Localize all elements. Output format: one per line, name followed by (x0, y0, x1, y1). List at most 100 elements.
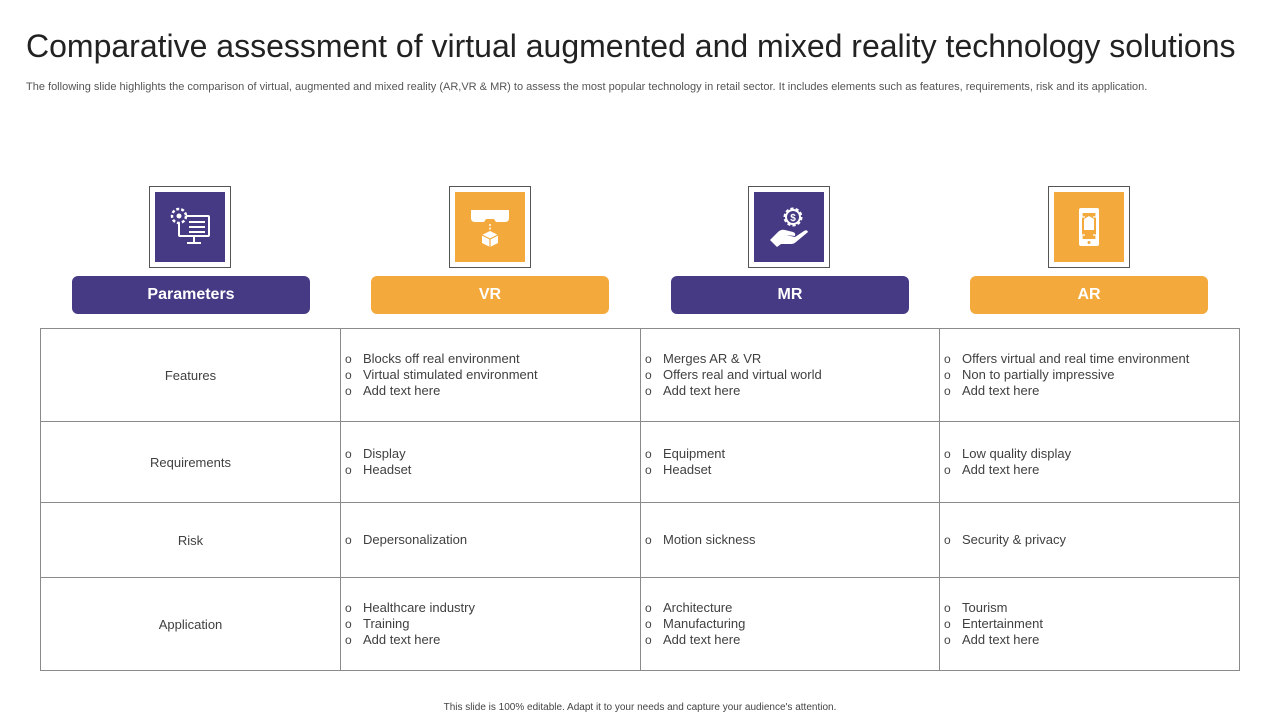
monitor-settings-icon (170, 207, 210, 244)
bullet-marker: o (345, 633, 352, 647)
list-item: o Add text here (944, 632, 1239, 648)
comparison-table: Features o Blocks off real environment o Vi… (40, 328, 1240, 671)
vr-headset-icon (471, 210, 509, 247)
list-item: o Add text here (944, 462, 1239, 478)
list-item-text: Non to partially impressive (962, 367, 1115, 382)
list-item-text: Training (363, 616, 410, 631)
list-item-text: Equipment (663, 446, 726, 461)
list-item-text: Add text here (663, 383, 741, 398)
bullet-marker: o (645, 463, 652, 477)
bullet-marker: o (944, 533, 951, 547)
bullet-marker: o (345, 352, 352, 366)
bullet-marker: o (345, 533, 352, 547)
ar-features-cell: o Offers virtual and real time environmen… (939, 328, 1240, 422)
list-item: o Headset (645, 462, 939, 478)
list-item-text: Healthcare industry (363, 600, 475, 615)
list-item: o Virtual stimulated environment (345, 367, 640, 383)
bullet-marker: o (645, 447, 652, 461)
table-row-application: Application o Healthcare industry o Trainin… (40, 577, 1240, 671)
mobile-ar-icon (1079, 208, 1099, 246)
column-header-ar: AR (970, 276, 1208, 314)
list-item-text: Add text here (363, 383, 441, 398)
list-item: o Add text here (345, 383, 640, 399)
mr-features-cell: o Merges AR & VR o Offers real and virtual … (640, 328, 940, 422)
vr-icon-tile (449, 186, 531, 268)
bullet-marker: o (645, 368, 652, 382)
list-item: o Training (345, 616, 640, 632)
param-application: Application (40, 577, 341, 671)
bullet-marker: o (645, 533, 652, 547)
list-item-text: Add text here (962, 383, 1040, 398)
vr-features-cell: o Blocks off real environment o Virtual sti… (340, 328, 641, 422)
page-subtitle: The following slide highlights the compa… (26, 81, 1148, 93)
bullet-marker: o (345, 463, 352, 477)
vr-risk-cell: o Depersonalization (340, 502, 641, 578)
list-item: o Non to partially impressive (944, 367, 1239, 383)
list-item-text: Depersonalization (363, 532, 468, 547)
hand-dollar-icon: $ (770, 207, 808, 247)
list-item-text: Tourism (962, 600, 1008, 615)
column-header-vr: VR (371, 276, 609, 314)
list-item: o Healthcare industry (345, 600, 640, 616)
list-item-text: Headset (363, 462, 412, 477)
footer-note: This slide is 100% editable. Adapt it to… (443, 702, 837, 713)
page-title: Comparative assessment of virtual augmen… (26, 28, 1236, 64)
bullet-marker: o (645, 601, 652, 615)
bullet-marker: o (645, 384, 652, 398)
bullet-marker: o (645, 352, 652, 366)
list-item: o Tourism (944, 600, 1239, 616)
bullet-marker: o (944, 368, 951, 382)
column-header-parameters: Parameters (72, 276, 310, 314)
list-item: o Add text here (345, 632, 640, 648)
list-item-text: Virtual stimulated environment (363, 367, 538, 382)
param-risk: Risk (40, 502, 341, 578)
list-item: o Headset (345, 462, 640, 478)
vr-application-cell: o Healthcare industry o Training o Add text h… (340, 577, 641, 671)
vr-requirements-cell: o Display o Headset (340, 421, 641, 503)
bullet-marker: o (345, 601, 352, 615)
list-item-text: Blocks off real environment (363, 351, 520, 366)
parameters-icon-tile (149, 186, 231, 268)
bullet-marker: o (345, 447, 352, 461)
list-item: o Merges AR & VR (645, 351, 939, 367)
mr-icon-tile: $ (748, 186, 830, 268)
list-item: o Offers virtual and real time environmen… (944, 351, 1239, 367)
param-features: Features (40, 328, 341, 422)
list-item: o Add text here (645, 383, 939, 399)
list-item: o Security & privacy (944, 532, 1239, 548)
list-item: o Motion sickness (645, 532, 939, 548)
list-item-text: Add text here (663, 632, 741, 647)
list-item-text: Security & privacy (962, 532, 1067, 547)
svg-text:$: $ (790, 213, 796, 224)
bullet-marker: o (944, 352, 951, 366)
list-item: o Architecture (645, 600, 939, 616)
bullet-marker: o (944, 447, 951, 461)
table-row-features: Features o Blocks off real environment o Vi… (40, 328, 1240, 422)
bullet-marker: o (345, 384, 352, 398)
list-item: o Add text here (645, 632, 939, 648)
list-item: o Equipment (645, 446, 939, 462)
ar-risk-cell: o Security & privacy (939, 502, 1240, 578)
list-item: o Low quality display (944, 446, 1239, 462)
list-item: o Manufacturing (645, 616, 939, 632)
mr-requirements-cell: o Equipment o Headset (640, 421, 940, 503)
bullet-marker: o (345, 617, 352, 631)
bullet-marker: o (645, 633, 652, 647)
list-item: o Add text here (944, 383, 1239, 399)
list-item: o Display (345, 446, 640, 462)
list-item-text: Motion sickness (663, 532, 756, 547)
list-item-text: Offers real and virtual world (663, 367, 822, 382)
bullet-marker: o (944, 601, 951, 615)
ar-icon-tile (1048, 186, 1130, 268)
list-item-text: Architecture (663, 600, 733, 615)
bullet-marker: o (944, 633, 951, 647)
list-item-text: Add text here (962, 462, 1040, 477)
list-item-text: Offers virtual and real time environment (962, 351, 1190, 366)
list-item: o Depersonalization (345, 532, 640, 548)
list-item-text: Low quality display (962, 446, 1072, 461)
table-row-risk: Risk o Depersonalization o Motion sickness… (40, 502, 1240, 578)
list-item: o Blocks off real environment (345, 351, 640, 367)
bullet-marker: o (645, 617, 652, 631)
ar-requirements-cell: o Low quality display o Add text here (939, 421, 1240, 503)
list-item-text: Add text here (962, 632, 1040, 647)
